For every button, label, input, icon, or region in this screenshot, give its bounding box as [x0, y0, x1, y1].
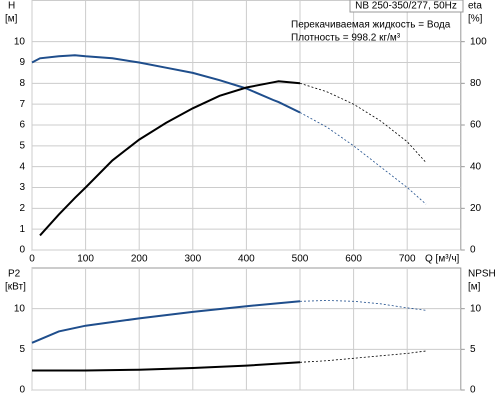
y-tick-label: 5 [19, 344, 25, 355]
y-tick-label: 2 [19, 203, 25, 214]
curve [31, 54, 301, 114]
y-tick-label: 4 [19, 161, 25, 172]
y2-tick-label: 60 [470, 120, 482, 131]
y2-tick-label: 40 [470, 161, 482, 172]
curve [39, 80, 301, 237]
y-tick-label: 3 [19, 182, 25, 193]
y-tick-label: 9 [19, 57, 25, 68]
y2-tick-label: 20 [470, 203, 482, 214]
annotation: NB 250-350/277, 50Hz [355, 1, 457, 12]
annotation: Перекачиваемая жидкость = Вода [291, 20, 451, 31]
y-tick-label: 6 [19, 120, 25, 131]
y-axis-label: P2 [8, 269, 21, 280]
y-tick-label: 8 [19, 78, 25, 89]
y2-tick-label: 5 [470, 344, 476, 355]
x-tick-label: 300 [184, 254, 201, 265]
y2-tick-label: 0 [470, 385, 476, 396]
x-tick-label: 500 [292, 254, 309, 265]
annotation-box [349, 0, 464, 13]
y2-axis-unit: [%] [468, 14, 483, 25]
curve [32, 361, 301, 372]
curve-extrapolated [299, 82, 427, 163]
y-tick-label: 0 [19, 385, 25, 396]
y2-tick-label: 80 [470, 78, 482, 89]
x-tick-label: 200 [131, 254, 148, 265]
x-tick-label: 0 [29, 254, 35, 265]
y2-tick-label: 100 [470, 36, 487, 47]
x-tick-label: 100 [77, 254, 94, 265]
y2-tick-label: 0 [470, 245, 476, 256]
x-tick-label: 600 [345, 254, 362, 265]
y-axis-label: H [8, 1, 15, 12]
y2-axis-unit: [м] [468, 282, 481, 293]
y2-tick-label: 10 [470, 303, 482, 314]
y-axis-unit: [кВт] [5, 282, 26, 293]
x-axis-label: Q [м³/ч] [425, 254, 460, 265]
x-tick-label: 700 [399, 254, 416, 265]
y-tick-label: 1 [19, 224, 25, 235]
y-tick-label: 10 [14, 303, 26, 314]
curve-extrapolated [299, 112, 427, 205]
annotation: Плотность = 998.2 кг/м³ [291, 33, 401, 44]
y-axis-unit: [м] [5, 14, 18, 25]
y2-axis-label: NPSH [468, 269, 496, 280]
y-tick-label: 0 [19, 245, 25, 256]
y-tick-label: 7 [19, 99, 25, 110]
y2-axis-label: eta [468, 1, 482, 12]
x-tick-label: 400 [238, 254, 255, 265]
y-tick-label: 10 [14, 36, 26, 47]
curve [31, 300, 301, 344]
y-tick-label: 5 [19, 140, 25, 151]
